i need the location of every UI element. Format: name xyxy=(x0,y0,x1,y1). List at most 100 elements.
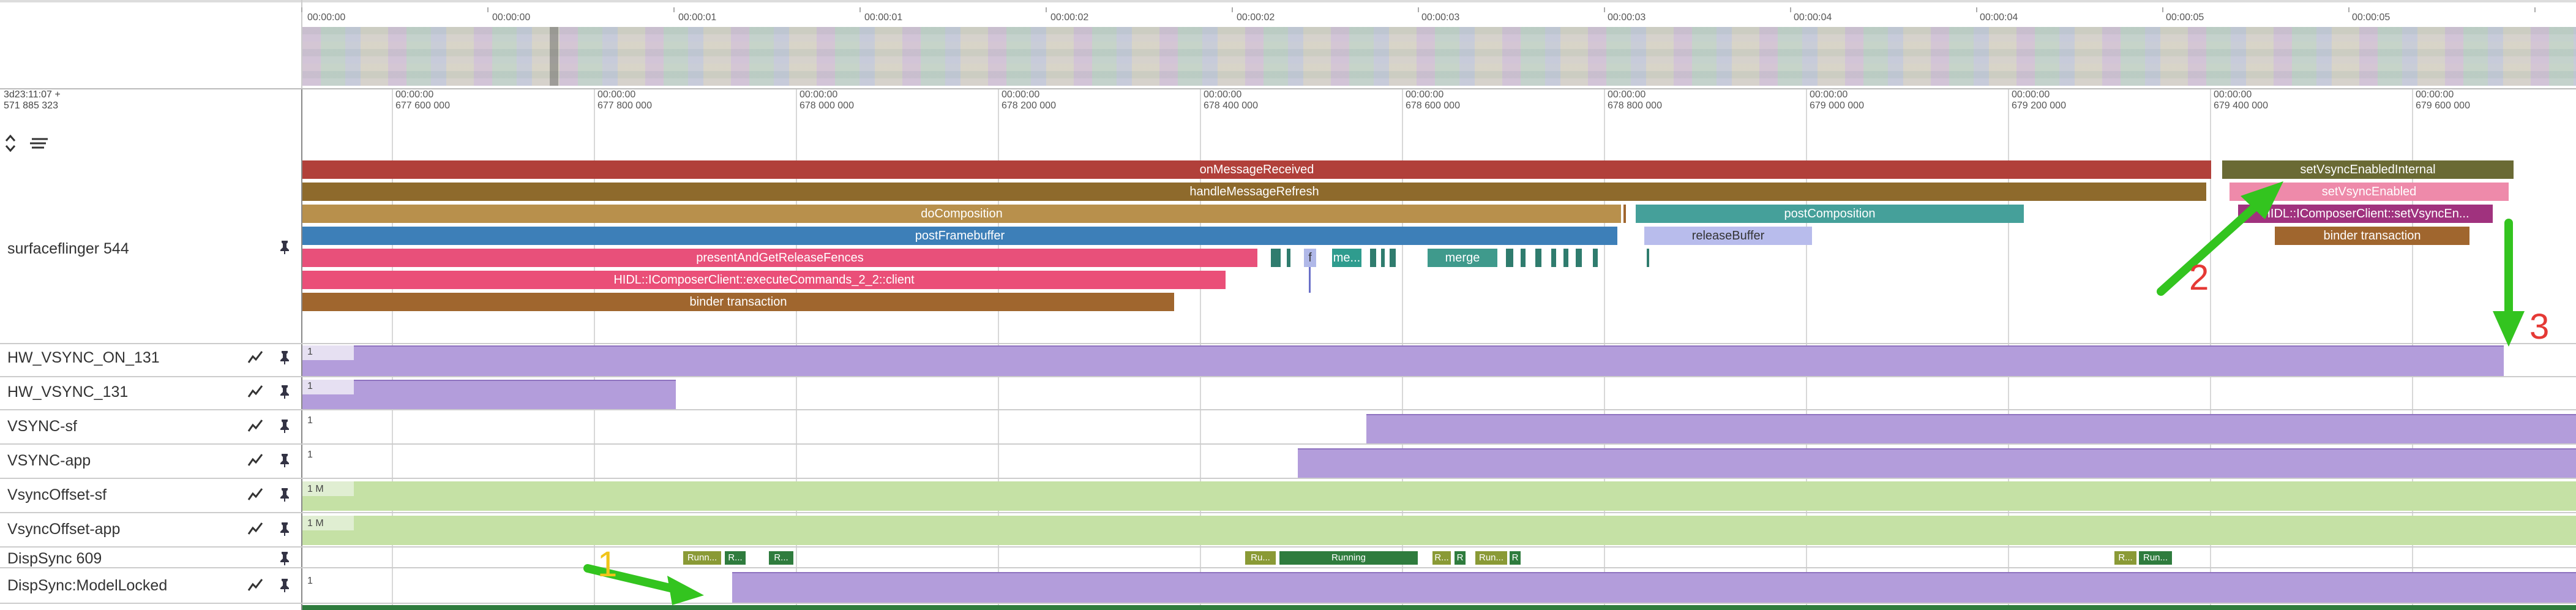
track-label: VsyncOffset-sf xyxy=(7,486,107,503)
overview-tick: 00:00:01 xyxy=(864,12,903,23)
overview-heatmap[interactable] xyxy=(302,27,2576,86)
time-tick: 00:00:00 xyxy=(1406,89,1444,100)
slice-doComposition[interactable]: doComposition xyxy=(302,205,1621,223)
chart-icon[interactable] xyxy=(247,383,263,399)
thread-state[interactable]: Running xyxy=(1279,551,1418,565)
counter-value: 1 xyxy=(307,381,313,391)
slice-executeCommands[interactable]: HIDL::IComposerClient::executeCommands_2… xyxy=(302,271,1226,289)
track-label: VsyncOffset-app xyxy=(7,521,121,538)
chart-icon[interactable] xyxy=(247,577,263,593)
slice-postFramebuffer[interactable]: postFramebuffer xyxy=(302,227,1617,245)
counter-bar[interactable] xyxy=(302,380,676,410)
counter-value: 1 xyxy=(307,347,313,357)
pin-icon[interactable] xyxy=(277,486,293,502)
track-label: VSYNC-sf xyxy=(7,418,77,435)
annotation-number: 2 xyxy=(2189,258,2209,298)
slice-small[interactable] xyxy=(1551,249,1556,267)
overview-tick: 00:00:04 xyxy=(1980,12,2018,23)
slice-small[interactable] xyxy=(1390,249,1396,267)
overview-tick: 00:00:02 xyxy=(1237,12,1275,23)
thread-state[interactable]: Runn... xyxy=(683,551,721,565)
thread-state[interactable]: Ru... xyxy=(1245,551,1276,565)
pin-icon[interactable] xyxy=(277,418,293,434)
slice-small[interactable] xyxy=(1287,249,1290,267)
chart-icon[interactable] xyxy=(247,521,263,537)
chart-icon[interactable] xyxy=(247,486,263,502)
slice-small[interactable] xyxy=(1370,249,1376,267)
thread-state[interactable]: R xyxy=(1510,551,1521,565)
chart-icon[interactable] xyxy=(247,349,263,365)
slice-binder-transaction[interactable]: binder transaction xyxy=(302,293,1174,311)
slice-postComposition[interactable]: postComposition xyxy=(1636,205,2024,223)
slice-small[interactable] xyxy=(1593,249,1598,267)
thread-state[interactable]: R... xyxy=(769,551,793,565)
counter-bar[interactable] xyxy=(302,481,2576,511)
time-tick-ns: 677 600 000 xyxy=(395,100,450,111)
time-tick-ns: 678 800 000 xyxy=(1608,100,1662,111)
thread-state[interactable]: Run... xyxy=(1475,551,1507,565)
sort-lines-icon[interactable] xyxy=(28,136,49,152)
annotation-number: 3 xyxy=(2529,307,2550,347)
expand-collapse-icon[interactable] xyxy=(4,131,17,156)
slice-small[interactable] xyxy=(1521,249,1526,267)
track-label: VSYNC-app xyxy=(7,452,91,469)
pin-icon[interactable] xyxy=(277,383,293,399)
track-label: DispSync:ModelLocked xyxy=(7,577,168,594)
pin-icon[interactable] xyxy=(277,521,293,537)
chart-icon[interactable] xyxy=(247,418,263,434)
track-label: HW_VSYNC_131 xyxy=(7,383,129,401)
slice-small[interactable] xyxy=(1576,249,1582,267)
slice-handleMessageRefresh[interactable]: handleMessageRefresh xyxy=(302,183,2206,201)
pin-icon[interactable] xyxy=(277,577,293,593)
slice-setVsyncEnabledInternal[interactable]: setVsyncEnabledInternal xyxy=(2222,160,2514,179)
slice-me[interactable]: me... xyxy=(1332,249,1361,267)
slice-small[interactable] xyxy=(1535,249,1541,267)
pin-icon[interactable] xyxy=(277,349,293,365)
time-tick: 00:00:00 xyxy=(1810,89,1848,100)
counter-bar[interactable] xyxy=(302,345,2504,376)
counter-bar[interactable] xyxy=(302,516,2576,545)
overview-tick: 00:00:01 xyxy=(678,12,717,23)
counter-bar[interactable] xyxy=(1298,448,2576,479)
overview-panel[interactable]: 00:00:00 00:00:00 00:00:01 00:00:01 00:0… xyxy=(0,0,2576,89)
thread-state[interactable]: R... xyxy=(725,551,746,565)
pin-icon[interactable] xyxy=(277,452,293,468)
time-tick: 00:00:00 xyxy=(1204,89,1242,100)
slice-small[interactable] xyxy=(1563,249,1568,267)
slice-f[interactable]: f xyxy=(1304,249,1316,267)
slice-merge[interactable]: merge xyxy=(1428,249,1497,267)
time-tick: 00:00:00 xyxy=(2416,89,2454,100)
track-label: DispSync 609 xyxy=(7,550,102,567)
thread-state[interactable]: R xyxy=(1455,551,1466,565)
slice-small[interactable] xyxy=(1271,249,1281,267)
slice-presentAndGetReleaseFences[interactable]: presentAndGetReleaseFences xyxy=(302,249,1257,267)
thread-state[interactable]: R... xyxy=(2114,551,2136,565)
overview-tick: 00:00:03 xyxy=(1421,12,1460,23)
pin-icon[interactable] xyxy=(277,239,293,255)
slice-small[interactable] xyxy=(1506,249,1513,267)
annotation-number: 1 xyxy=(597,544,618,584)
slice-setVsyncEn-hidl[interactable]: HIDL::IComposerClient::setVsyncEn... xyxy=(2238,205,2493,223)
counter-value: 1 M xyxy=(307,518,324,529)
time-tick-ns: 678 600 000 xyxy=(1406,100,1460,111)
slice-small[interactable] xyxy=(1381,249,1385,267)
chart-icon[interactable] xyxy=(247,452,263,468)
overview-viewport-marker[interactable] xyxy=(550,27,558,86)
thread-state[interactable]: Run... xyxy=(2139,551,2172,565)
counter-bar[interactable] xyxy=(1366,414,2576,445)
process-track[interactable]: surfaceflinger 544 xyxy=(0,160,2576,343)
time-tick-ns: 678 000 000 xyxy=(799,100,854,111)
thread-state[interactable]: R... xyxy=(1432,551,1451,565)
time-tick-ns: 677 800 000 xyxy=(597,100,652,111)
time-tick-ns: 678 400 000 xyxy=(1204,100,1258,111)
slice-small[interactable] xyxy=(1647,249,1649,267)
slice-onMessageReceived[interactable]: onMessageReceived xyxy=(302,160,2211,179)
counter-bar[interactable] xyxy=(732,572,2576,603)
counter-value: 1 xyxy=(307,576,313,586)
overview-tick: 00:00:00 xyxy=(307,12,346,23)
slice-releaseBuffer[interactable]: releaseBuffer xyxy=(1644,227,1812,245)
pin-icon[interactable] xyxy=(277,550,293,566)
overview-tick: 00:00:05 xyxy=(2166,12,2204,23)
slice-binder-transaction-2[interactable]: binder transaction xyxy=(2275,227,2469,245)
time-offset-ns: 571 885 323 xyxy=(4,100,58,111)
